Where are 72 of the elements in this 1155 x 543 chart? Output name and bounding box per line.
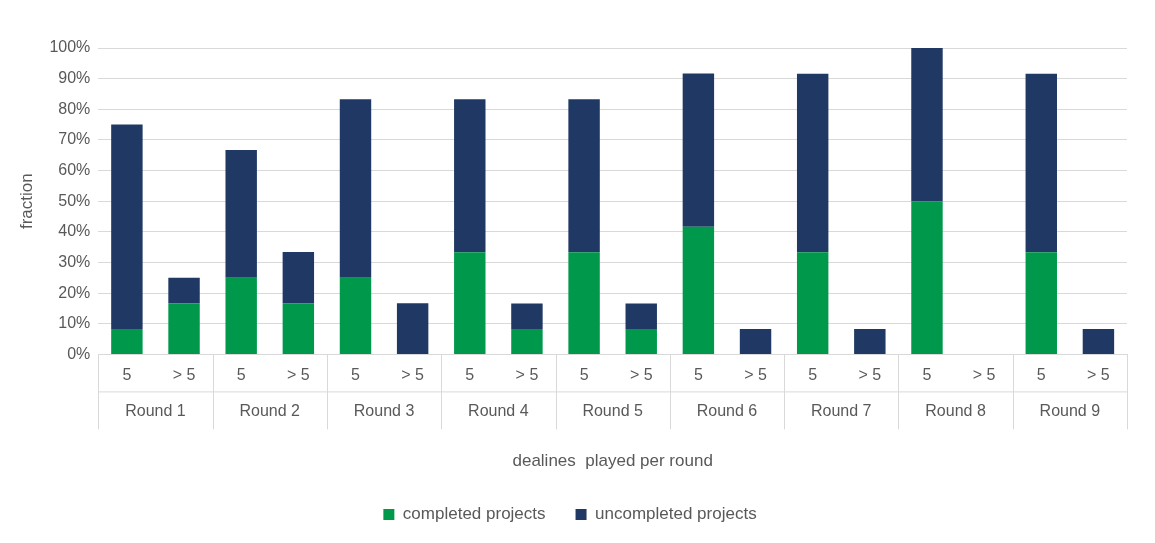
y-tick-label: 60% — [58, 160, 91, 178]
bar — [682, 226, 715, 354]
x-tick-label: 5 — [922, 366, 932, 384]
text: Round 8 — [925, 401, 986, 419]
bar — [1025, 252, 1057, 354]
bar — [511, 303, 543, 329]
x-tick-label: 5 — [579, 366, 589, 384]
y-tick-label: 10% — [58, 314, 91, 332]
bar — [454, 252, 486, 354]
x-tick-label: 5 — [122, 366, 132, 384]
bar — [625, 303, 657, 329]
bar — [796, 252, 829, 354]
x-tick-label: > 5 — [287, 366, 310, 384]
bar — [682, 73, 715, 227]
bar — [911, 48, 943, 202]
bar — [1025, 73, 1057, 253]
y-tick-label: 100% — [49, 38, 91, 56]
x-tick-label: 5 — [693, 366, 703, 384]
bar — [854, 328, 886, 354]
y-tick-label: 80% — [58, 99, 91, 117]
y-tick-label: 40% — [58, 222, 91, 240]
legend-label: completed projects — [402, 504, 546, 524]
x-tick-label: 5 — [236, 366, 246, 384]
bar — [911, 201, 943, 354]
text: Round 7 — [811, 401, 872, 419]
bar — [1082, 328, 1115, 354]
y-tick-label: 90% — [58, 69, 91, 87]
bar — [511, 328, 543, 354]
x-tick-label: > 5 — [629, 366, 653, 384]
x-tick-label: > 5 — [401, 366, 425, 384]
legend-label: uncompleted projects — [595, 504, 757, 524]
y-tick-label: 70% — [58, 130, 91, 148]
y-tick-label: 0% — [67, 344, 91, 362]
bar — [796, 73, 829, 253]
bar — [282, 303, 315, 354]
x-tick-label: > 5 — [972, 366, 996, 384]
bar — [568, 99, 600, 253]
bar — [339, 277, 372, 354]
text: Round 3 — [353, 401, 415, 419]
bar — [168, 277, 200, 304]
text: Round 1 — [125, 401, 186, 419]
bar — [396, 303, 429, 354]
y-tick-label: 50% — [58, 191, 91, 209]
x-tick-label: > 5 — [172, 366, 196, 384]
bar — [625, 328, 657, 354]
x-tick-label: > 5 — [1087, 366, 1110, 384]
bar — [454, 99, 486, 253]
bar — [225, 277, 257, 354]
text: Round 6 — [696, 401, 758, 419]
x-tick-label: 5 — [1036, 366, 1046, 384]
text: Round 2 — [239, 401, 301, 419]
bar — [568, 252, 600, 354]
bar — [282, 252, 315, 304]
y-tick-label: 30% — [58, 252, 91, 270]
x-tick-label: > 5 — [744, 366, 767, 384]
x-tick-label: > 5 — [858, 366, 882, 384]
bar — [111, 328, 143, 354]
bar — [739, 328, 772, 354]
bar — [339, 99, 372, 278]
bar — [111, 124, 143, 329]
text: Round 4 — [468, 401, 529, 419]
x-tick-label: 5 — [808, 366, 818, 384]
text: Round 9 — [1039, 401, 1101, 419]
bar — [168, 303, 200, 354]
x-tick-label: > 5 — [515, 366, 539, 384]
x-tick-label: 5 — [465, 366, 475, 384]
y-tick-label: 20% — [58, 283, 91, 301]
x-tick-label: 5 — [351, 366, 361, 384]
y-axis-title: fraction — [16, 173, 36, 230]
x-axis-title: dealines played per round — [512, 451, 713, 471]
text: Round 5 — [582, 401, 643, 419]
bar — [225, 150, 257, 278]
